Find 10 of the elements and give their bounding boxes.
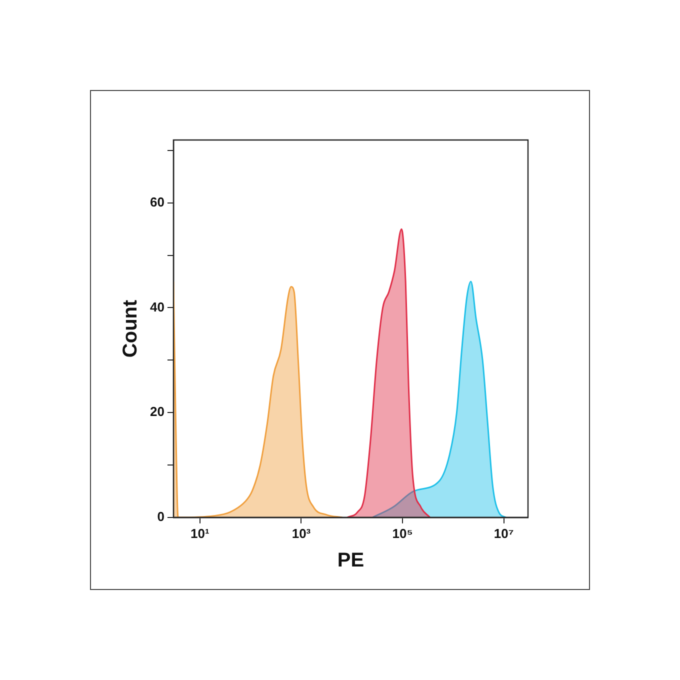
y-tick-label: 40 xyxy=(150,299,164,314)
y-tick-label: 0 xyxy=(157,508,164,524)
x-tick-label: 10³ xyxy=(292,526,312,541)
y-tick-label: 60 xyxy=(150,194,164,210)
y-axis-title: Count xyxy=(120,299,142,358)
y-tick-label: 20 xyxy=(150,404,164,420)
x-tick-label: 10¹ xyxy=(190,526,210,541)
x-tick-label: 10⁵ xyxy=(392,526,413,541)
x-tick-label: 10⁷ xyxy=(494,526,514,541)
x-axis-title: PE xyxy=(337,550,364,572)
